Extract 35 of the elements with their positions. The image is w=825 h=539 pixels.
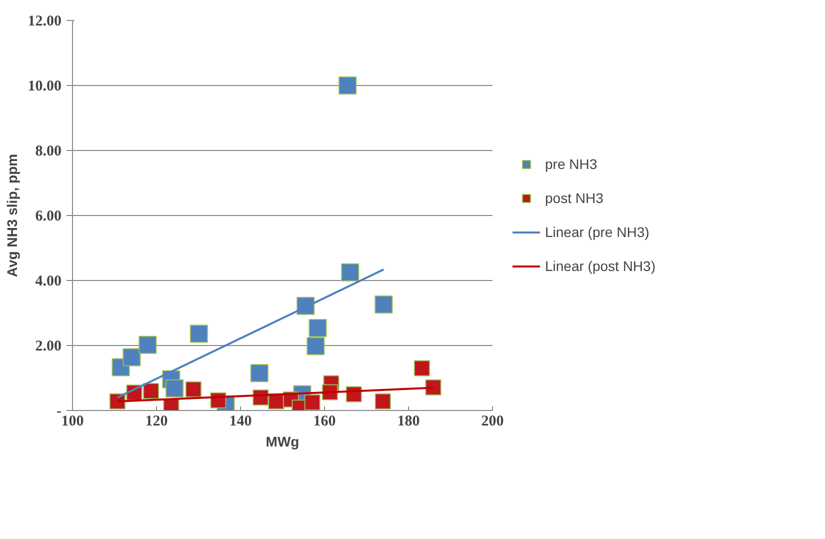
point: [306, 337, 325, 356]
y-tick-label: 6.00: [35, 208, 62, 224]
point: [138, 336, 157, 354]
y-tick-label: -: [56, 404, 62, 420]
x-axis-title: MWg: [266, 434, 300, 450]
point: [166, 379, 184, 398]
y-tick-label: 2.00: [35, 338, 62, 354]
y-tick-label: 10.00: [28, 78, 62, 94]
x-tick-label: 140: [229, 414, 252, 430]
legend-label: pre NH3: [545, 156, 598, 172]
x-tick-label: 160: [313, 414, 336, 430]
x-tick-label: 180: [397, 414, 420, 430]
point: [341, 263, 360, 282]
point: [425, 379, 442, 396]
y-axis-title: Avg NH3 slip, ppm: [4, 154, 20, 278]
x-tick-label: 120: [145, 414, 168, 430]
point: [304, 394, 320, 410]
legend-label: Linear (pre NH3): [545, 224, 650, 240]
x-tick-label: 200: [481, 414, 504, 430]
y-tick-label: 4.00: [35, 274, 62, 290]
y-tick-label: 8.00: [35, 144, 62, 160]
x-tick-label: 100: [61, 414, 84, 430]
legend-label: post NH3: [545, 190, 604, 206]
legend-label: Linear (post NH3): [545, 258, 656, 274]
y-tick-label: 12.00: [28, 14, 62, 30]
point: [185, 381, 202, 398]
point: [250, 364, 268, 382]
point: [338, 76, 357, 94]
point: [143, 383, 160, 399]
point: [190, 324, 208, 343]
point: [374, 393, 391, 410]
point: [122, 348, 141, 366]
point: [374, 296, 393, 314]
point: [308, 318, 327, 337]
point: [414, 360, 430, 376]
